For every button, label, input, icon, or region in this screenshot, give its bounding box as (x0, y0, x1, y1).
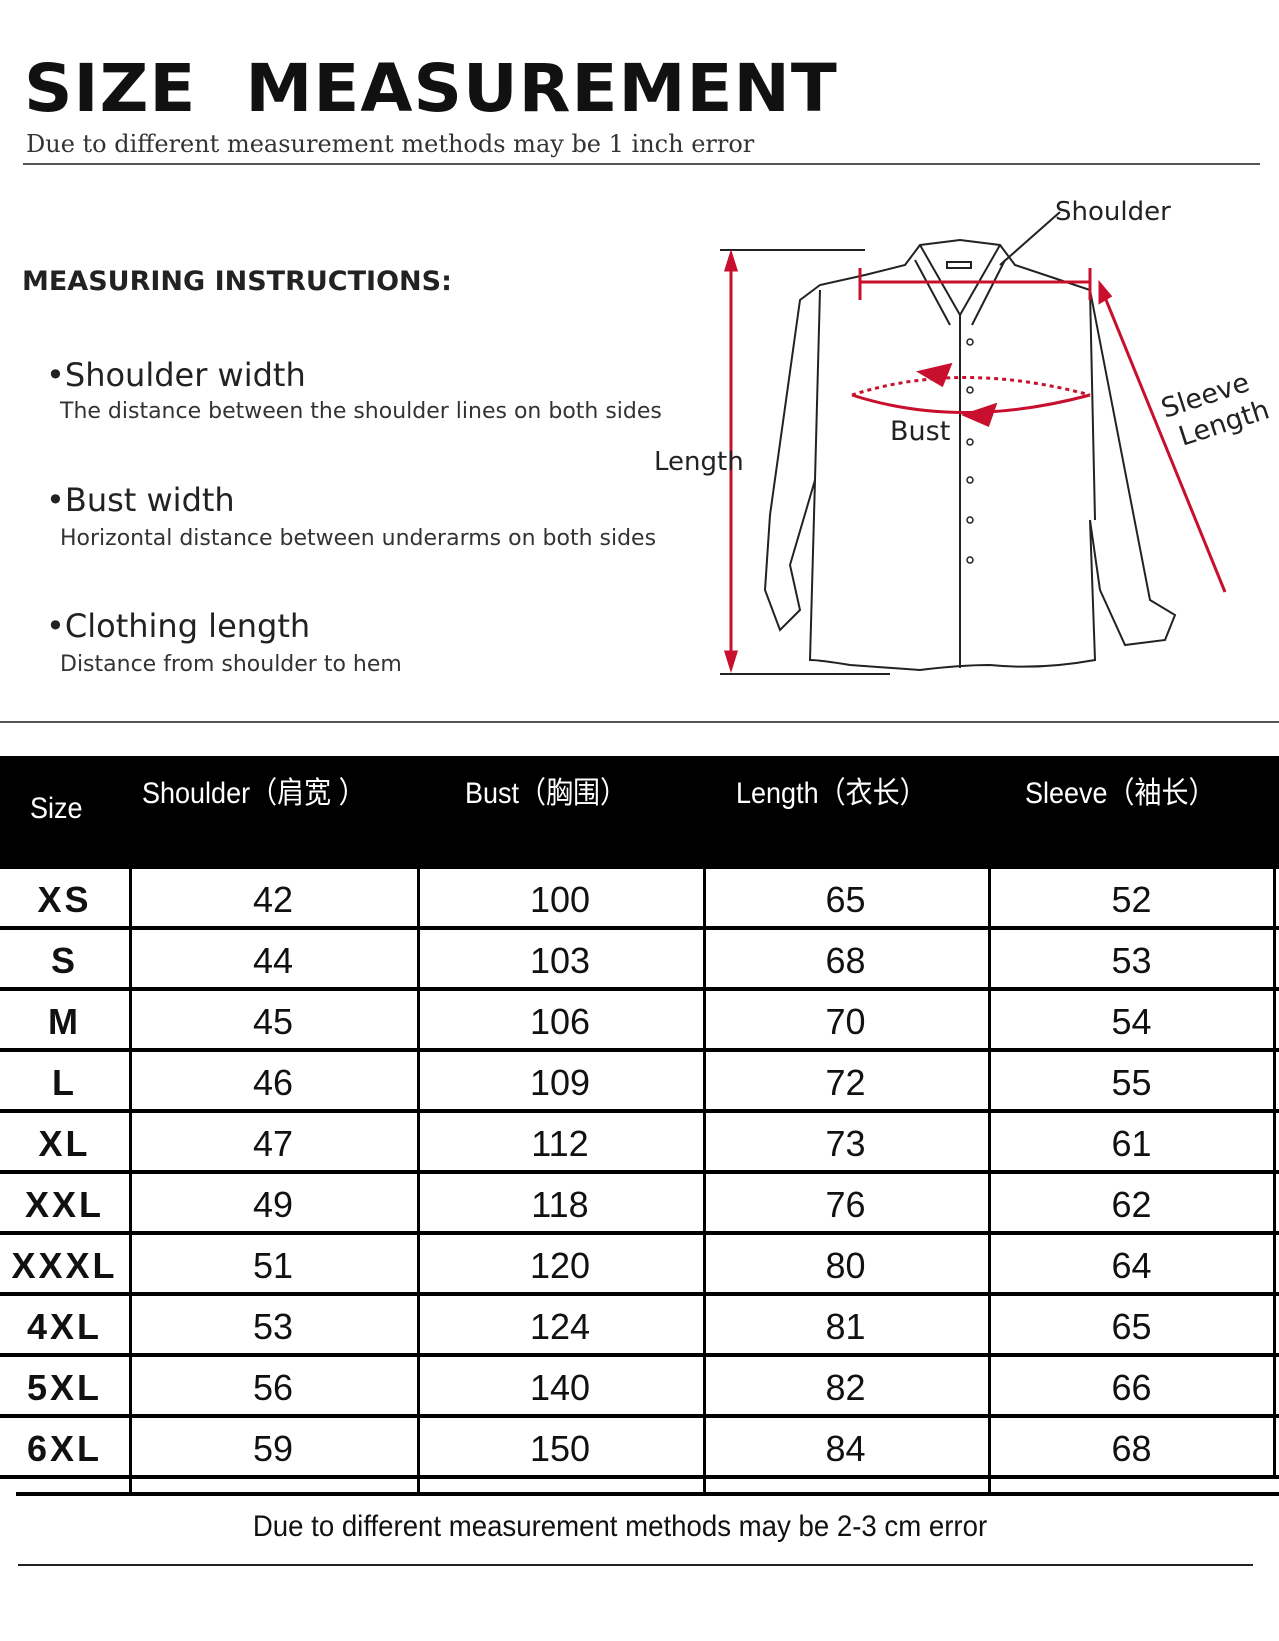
value-cell: 66 (1111, 1366, 1152, 1408)
value-cell: 47 (252, 1122, 294, 1164)
header-length: Length（衣长） (736, 777, 927, 810)
value-cell: 54 (1111, 1000, 1152, 1042)
value-cell: 70 (825, 1000, 866, 1042)
value-cell: 62 (1111, 1183, 1152, 1225)
shoulder-label: Shoulder (1055, 197, 1171, 227)
size-cell: M (48, 1000, 81, 1042)
size-cell: 4XL (26, 1305, 103, 1347)
value-cell: 103 (529, 939, 591, 981)
size-cell: L (52, 1061, 77, 1103)
value-cell: 84 (825, 1427, 866, 1469)
table-row: L 46 109 72 55 (0, 1052, 1279, 1113)
column-divider (703, 869, 706, 1496)
header-bust: Bust（胸围） (465, 777, 628, 810)
size-cell: XXL (24, 1183, 104, 1225)
value-cell: 53 (1111, 939, 1152, 981)
value-cell: 124 (529, 1305, 591, 1347)
size-cell: S (50, 939, 78, 981)
value-cell: 56 (252, 1366, 294, 1408)
value-cell: 118 (531, 1183, 589, 1225)
length-label: Length (654, 447, 744, 477)
value-cell: 52 (1111, 878, 1152, 920)
table-row: M 45 106 70 54 (0, 991, 1279, 1052)
instruction-title: •Shoulder width (46, 356, 306, 394)
table-row: 5XL 56 140 82 66 (0, 1357, 1279, 1418)
divider (18, 1564, 1253, 1566)
instruction-desc: The distance between the shoulder lines … (60, 399, 662, 424)
value-cell: 106 (529, 1000, 591, 1042)
shirt-diagram: Shoulder Bust Length Sleeve Length (654, 197, 1273, 675)
value-cell: 140 (529, 1366, 591, 1408)
size-cell: 6XL (26, 1427, 103, 1469)
instruction-title: •Bust width (46, 481, 235, 519)
value-cell: 65 (1111, 1305, 1152, 1347)
size-cell: XS (37, 878, 92, 920)
size-cell: XXXL (11, 1244, 118, 1286)
table-row: XS 42 100 65 52 (0, 869, 1279, 930)
value-cell: 53 (252, 1305, 294, 1347)
value-cell: 42 (252, 878, 294, 920)
page-title: SIZE MEASUREMENT (24, 50, 838, 127)
value-cell: 73 (825, 1122, 866, 1164)
value-cell: 46 (252, 1061, 294, 1103)
value-cell: 150 (529, 1427, 591, 1469)
value-cell: 81 (825, 1305, 866, 1347)
value-cell: 61 (1111, 1122, 1152, 1164)
value-cell: 64 (1111, 1244, 1152, 1286)
divider (23, 163, 1260, 165)
table-header: Size Shoulder（肩宽 ） Bust（胸围） Length（衣长） S… (0, 756, 1279, 869)
column-divider (417, 869, 420, 1496)
instruction-desc: Horizontal distance between underarms on… (60, 526, 657, 551)
value-cell: 72 (825, 1061, 866, 1103)
table-row: XXXL 51 120 80 64 (0, 1235, 1279, 1296)
column-divider (1273, 869, 1276, 1479)
value-cell: 55 (1111, 1061, 1152, 1103)
subtitle: Due to different measurement methods may… (26, 130, 755, 158)
instruction-desc: Distance from shoulder to hem (60, 652, 402, 677)
size-cell: XL (38, 1122, 91, 1164)
table-row: 6XL 59 150 84 68 (0, 1418, 1279, 1479)
value-cell: 112 (531, 1122, 589, 1164)
header-sleeve: Sleeve（袖长） (1025, 777, 1216, 810)
column-divider (988, 869, 991, 1496)
value-cell: 45 (252, 1000, 294, 1042)
divider (16, 1492, 1279, 1496)
table-row: 4XL 53 124 81 65 (0, 1296, 1279, 1357)
table-row: S 44 103 68 53 (0, 930, 1279, 991)
value-cell: 120 (529, 1244, 591, 1286)
instructions-heading: MEASURING INSTRUCTIONS: (22, 266, 452, 297)
value-cell: 68 (1111, 1427, 1152, 1469)
instruction-title: •Clothing length (46, 607, 311, 645)
value-cell: 59 (252, 1427, 294, 1469)
value-cell: 109 (529, 1061, 591, 1103)
value-cell: 51 (252, 1244, 294, 1286)
size-cell: 5XL (26, 1366, 103, 1408)
bust-label: Bust (890, 416, 950, 447)
value-cell: 65 (825, 878, 866, 920)
header-shoulder: Shoulder（肩宽 ） (142, 777, 366, 810)
value-cell: 100 (529, 878, 591, 920)
value-cell: 76 (825, 1183, 866, 1225)
column-divider (129, 869, 132, 1496)
header-size: Size (30, 792, 83, 825)
divider (0, 721, 1279, 723)
footer-note: Due to different measurement methods may… (252, 1510, 988, 1543)
value-cell: 80 (825, 1244, 866, 1286)
table-row: XL 47 112 73 61 (0, 1113, 1279, 1174)
value-cell: 44 (252, 939, 294, 981)
table-row: XXL 49 118 76 62 (0, 1174, 1279, 1235)
value-cell: 49 (252, 1183, 294, 1225)
value-cell: 82 (825, 1366, 866, 1408)
value-cell: 68 (825, 939, 866, 981)
